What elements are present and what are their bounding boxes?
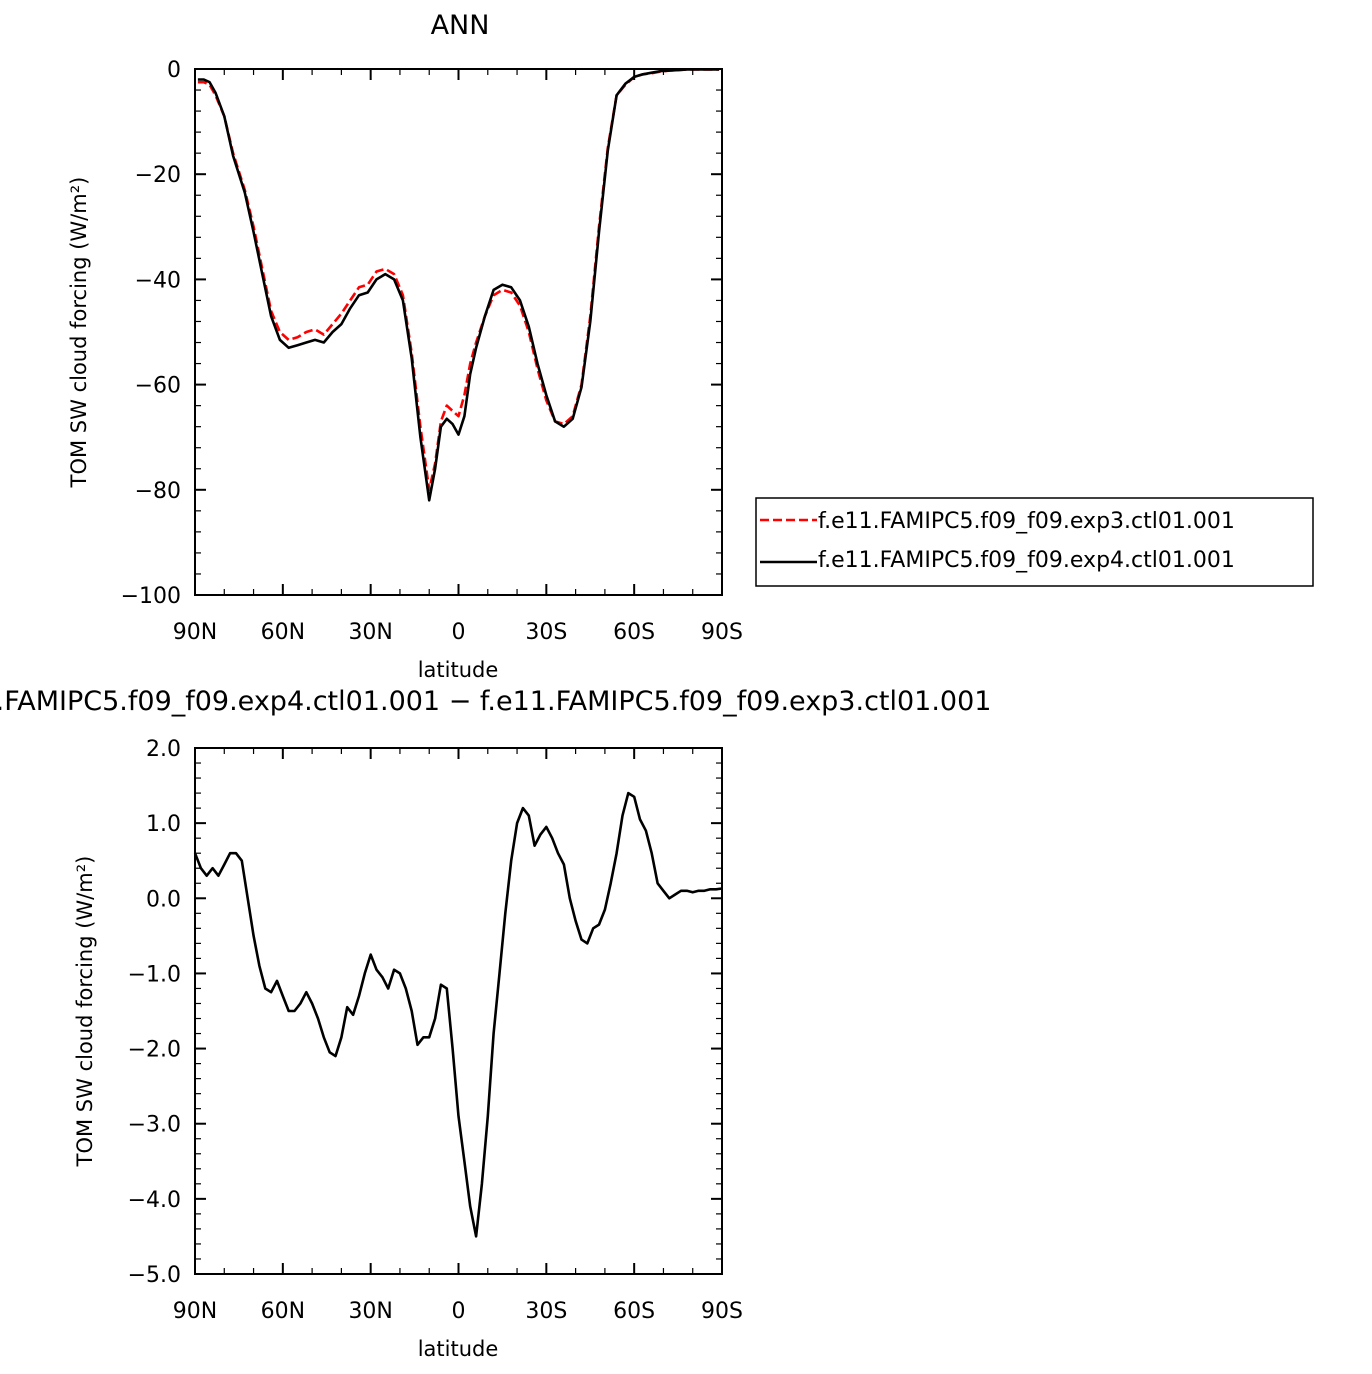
series-line-2 [197,68,720,502]
axes: 90N 60N 30N 0 30S 60S 90S 2.0 1.0 0.0 −1.0 −2.0 −3.0… [128,737,743,1324]
panel-bottom: f.e11.FAMIPC5.f09_f09.exp4.ctl01.001 − f… [0,686,991,1361]
x-tick-label: 90N [173,1299,217,1324]
difference-title: f.e11.FAMIPC5.f09_f09.exp4.ctl01.001 − f… [0,686,991,717]
plot-frame [194,68,723,596]
y-tick-label: −60 [135,374,181,399]
x-tick-label: 30S [525,1299,567,1324]
plot-area [193,791,723,1238]
y-tick-label: −20 [135,163,181,188]
legend-label-exp4: f.e11.FAMIPC5.f09_f09.exp4.ctl01.001 [818,548,1235,573]
chart-title: ANN [431,10,490,41]
legend-box [755,497,1314,587]
y-tick-label: −3.0 [128,1113,181,1138]
x-tick-label: 30S [525,620,567,645]
x-tick-label: 30N [348,620,392,645]
y-tick-label: 0.0 [146,887,181,912]
legend: f.e11.FAMIPC5.f09_f09.exp3.ctl01.001 f.e… [755,497,1314,587]
series-line-1 [193,791,723,1238]
axes: 90N 60N 30N 0 30S 60S 90S 0 −20 −40 −60 −80 −100 [121,58,743,645]
series-line-1 [197,68,720,492]
legend-label-exp3: f.e11.FAMIPC5.f09_f09.exp3.ctl01.001 [818,509,1235,534]
y-tick-label: −40 [135,268,181,293]
y-tick-label: 1.0 [146,812,181,837]
x-tick-label: 30N [348,1299,392,1324]
x-tick-label: 90S [701,1299,743,1324]
y-tick-label: 0 [167,58,181,83]
y-axis-label: TOM SW cloud forcing (W/m²) [73,856,97,1168]
x-tick-label: 0 [452,620,466,645]
x-tick-label: 90S [701,620,743,645]
x-tick-label: 60S [613,1299,655,1324]
y-tick-label: 2.0 [146,737,181,762]
x-axis-label: latitude [418,1337,499,1361]
y-tick-label: −80 [135,479,181,504]
y-tick-label: −5.0 [128,1263,181,1288]
x-tick-label: 90N [173,620,217,645]
y-tick-label: −4.0 [128,1188,181,1213]
x-tick-label: 60N [261,620,305,645]
y-axis-label: TOM SW cloud forcing (W/m²) [67,177,91,489]
x-axis-label: latitude [418,658,499,682]
y-tick-label: −1.0 [128,962,181,987]
y-tick-label: −2.0 [128,1038,181,1063]
x-tick-label: 0 [452,1299,466,1324]
panel-top: ANN 90N 60N 30N 0 30S 60S 90S 0 −20 −40 −60 −80 −100… [67,10,1314,682]
x-tick-label: 60N [261,1299,305,1324]
x-tick-label: 60S [613,620,655,645]
y-tick-label: −100 [121,584,181,609]
plot-area [197,68,720,502]
